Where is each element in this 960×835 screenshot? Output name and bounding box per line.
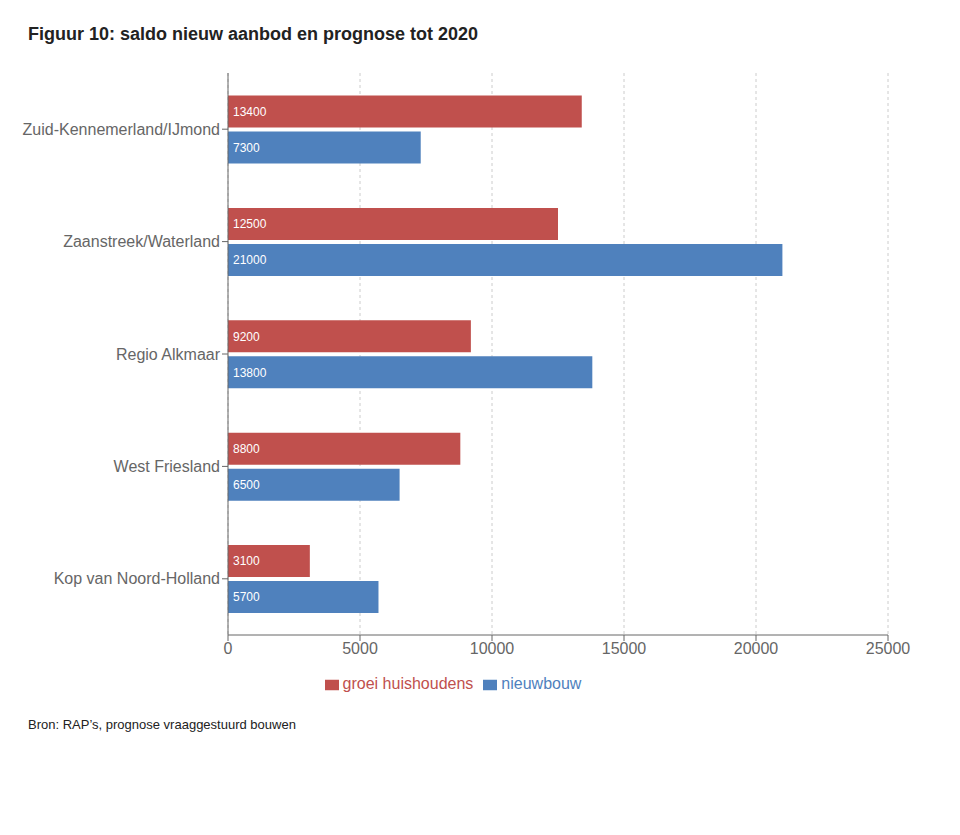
svg-text:West Friesland: West Friesland (114, 458, 220, 475)
svg-text:20000: 20000 (734, 640, 779, 657)
svg-text:15000: 15000 (602, 640, 647, 657)
html-text:nieuwbouw: nieuwbouw (501, 675, 582, 692)
svg-text:12500: 12500 (233, 217, 267, 231)
svg-text:13400: 13400 (233, 105, 267, 119)
svg-text:25000: 25000 (866, 640, 911, 657)
svg-text:5700: 5700 (233, 590, 260, 604)
svg-text:3100: 3100 (233, 554, 260, 568)
svg-text:10000: 10000 (470, 640, 515, 657)
svg-text:5000: 5000 (342, 640, 378, 657)
svg-text:21000: 21000 (233, 253, 267, 267)
svg-text:8800: 8800 (233, 442, 260, 456)
svg-text:Kop van Noord-Holland: Kop van Noord-Holland (54, 570, 220, 587)
svg-text:13800: 13800 (233, 366, 267, 380)
html-text:Figuur 10: saldo nieuw aanbod: Figuur 10: saldo nieuw aanbod en prognos… (28, 24, 479, 44)
svg-text:Regio Alkmaar: Regio Alkmaar (116, 346, 221, 363)
svg-text:0: 0 (224, 640, 233, 657)
html-text:Bron: RAP’s, prognose vraagges: Bron: RAP’s, prognose vraaggestuurd bouw… (28, 717, 296, 732)
svg-text:6500: 6500 (233, 478, 260, 492)
svg-text:Zuid-Kennemerland/IJmond: Zuid-Kennemerland/IJmond (23, 121, 220, 138)
svg-text:9200: 9200 (233, 330, 260, 344)
svg-text:Zaanstreek/Waterland: Zaanstreek/Waterland (63, 233, 220, 250)
html-text:groei huishoudens: groei huishoudens (342, 675, 474, 692)
svg-text:7300: 7300 (233, 141, 260, 155)
